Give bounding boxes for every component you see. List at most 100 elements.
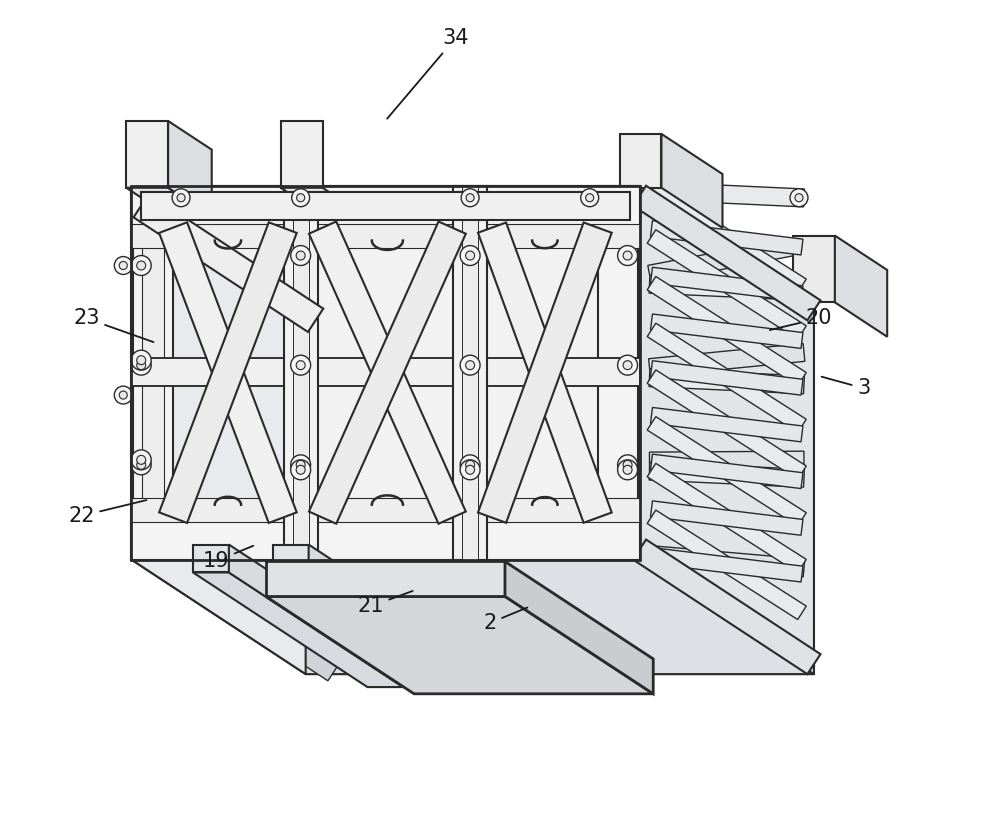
Polygon shape	[273, 572, 483, 687]
Polygon shape	[281, 188, 366, 216]
Polygon shape	[281, 121, 323, 188]
Circle shape	[137, 460, 146, 469]
Circle shape	[296, 251, 305, 260]
Polygon shape	[131, 186, 640, 559]
Polygon shape	[476, 309, 644, 666]
Circle shape	[131, 455, 151, 475]
Circle shape	[177, 193, 185, 202]
Circle shape	[137, 455, 146, 464]
Circle shape	[131, 355, 151, 375]
Polygon shape	[645, 309, 809, 665]
Polygon shape	[159, 222, 297, 523]
Circle shape	[618, 245, 638, 265]
Polygon shape	[647, 463, 806, 572]
Circle shape	[466, 251, 475, 260]
Circle shape	[296, 460, 305, 469]
Text: 34: 34	[387, 28, 468, 119]
Polygon shape	[651, 501, 803, 535]
Polygon shape	[465, 301, 485, 674]
Circle shape	[466, 361, 475, 370]
Polygon shape	[131, 498, 640, 522]
Polygon shape	[635, 301, 655, 674]
Polygon shape	[309, 221, 466, 524]
Circle shape	[114, 386, 132, 404]
Polygon shape	[651, 268, 803, 301]
Circle shape	[291, 460, 311, 480]
Circle shape	[461, 189, 479, 206]
Polygon shape	[661, 134, 722, 228]
Circle shape	[114, 257, 132, 274]
Polygon shape	[647, 183, 806, 292]
Circle shape	[466, 193, 474, 202]
Circle shape	[291, 245, 311, 265]
Circle shape	[172, 189, 190, 206]
Circle shape	[460, 460, 480, 480]
Polygon shape	[645, 309, 809, 665]
Circle shape	[296, 465, 305, 474]
Circle shape	[119, 262, 127, 269]
Circle shape	[131, 350, 151, 370]
Polygon shape	[649, 462, 804, 487]
Text: 21: 21	[357, 591, 413, 616]
Polygon shape	[310, 309, 474, 665]
Polygon shape	[651, 361, 803, 395]
Polygon shape	[131, 520, 640, 559]
Circle shape	[137, 261, 146, 270]
Polygon shape	[649, 275, 804, 301]
Polygon shape	[266, 562, 505, 596]
Circle shape	[297, 193, 305, 202]
Circle shape	[586, 193, 594, 202]
Circle shape	[618, 460, 638, 480]
Polygon shape	[462, 186, 478, 559]
Circle shape	[137, 356, 146, 364]
Polygon shape	[193, 572, 403, 687]
Polygon shape	[131, 186, 306, 674]
Circle shape	[581, 189, 599, 206]
Circle shape	[618, 455, 638, 475]
Polygon shape	[651, 454, 803, 488]
Circle shape	[623, 460, 632, 469]
Polygon shape	[505, 562, 653, 694]
Circle shape	[131, 450, 151, 470]
Polygon shape	[131, 358, 640, 386]
Circle shape	[623, 251, 632, 260]
Circle shape	[466, 460, 475, 469]
Polygon shape	[651, 548, 803, 582]
Polygon shape	[647, 416, 806, 526]
Polygon shape	[649, 344, 805, 377]
Circle shape	[119, 391, 127, 399]
Polygon shape	[141, 192, 630, 220]
Circle shape	[292, 189, 310, 206]
Circle shape	[795, 193, 803, 202]
Circle shape	[460, 355, 480, 375]
Polygon shape	[793, 235, 835, 302]
Polygon shape	[649, 451, 804, 470]
Text: 19: 19	[203, 546, 253, 572]
Polygon shape	[193, 544, 229, 572]
Polygon shape	[640, 186, 814, 674]
Polygon shape	[131, 186, 640, 225]
Polygon shape	[651, 314, 803, 349]
Polygon shape	[131, 559, 814, 674]
Polygon shape	[476, 309, 644, 666]
Polygon shape	[168, 121, 212, 216]
Circle shape	[460, 455, 480, 475]
Polygon shape	[649, 182, 804, 206]
Polygon shape	[598, 186, 638, 559]
Polygon shape	[159, 222, 297, 523]
Polygon shape	[142, 186, 164, 559]
Circle shape	[291, 355, 311, 375]
Polygon shape	[633, 539, 821, 674]
Text: 3: 3	[822, 377, 870, 398]
Circle shape	[131, 255, 151, 275]
Polygon shape	[309, 544, 483, 687]
Polygon shape	[648, 235, 806, 283]
Polygon shape	[478, 222, 612, 523]
Text: 22: 22	[68, 500, 146, 526]
Polygon shape	[309, 221, 466, 524]
Polygon shape	[649, 368, 804, 394]
Circle shape	[466, 465, 475, 474]
Polygon shape	[649, 546, 805, 577]
Polygon shape	[273, 544, 309, 572]
Polygon shape	[647, 230, 806, 339]
